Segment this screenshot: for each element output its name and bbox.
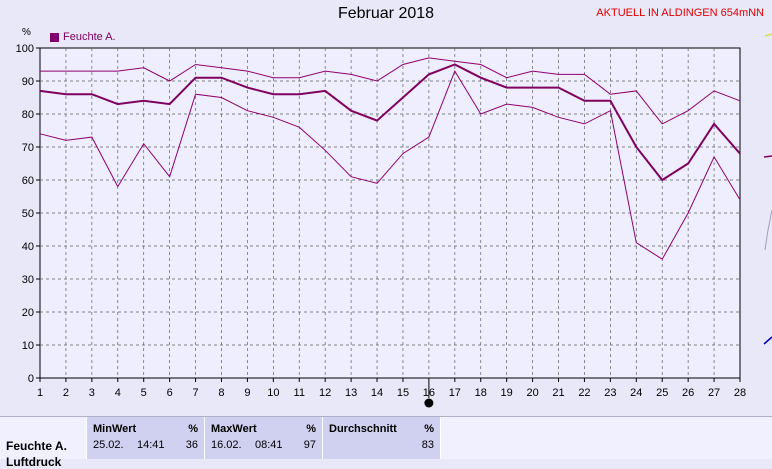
max-unit: % <box>306 423 316 435</box>
today-marker-dot <box>424 398 434 408</box>
stats-panel: Feuchte A. Luftdruck MinWert % 25.02. 14… <box>0 416 772 469</box>
y-tick-label: 60 <box>22 175 34 187</box>
y-tick-label: 70 <box>22 142 34 154</box>
x-tick-label: 19 <box>501 387 513 399</box>
x-tick-label: 17 <box>449 387 461 399</box>
x-tick-label: 14 <box>371 387 383 399</box>
neighbour-line-purple <box>763 155 772 158</box>
chart-title: Februar 2018 <box>337 5 435 22</box>
station-label: AKTUELL IN ALDINGEN 654mNN <box>596 7 764 19</box>
x-tick-label: 28 <box>734 387 746 399</box>
x-tick-label: 26 <box>682 387 694 399</box>
y-tick-label: 90 <box>22 76 34 88</box>
neighbour-line-yellow <box>764 33 772 37</box>
legend: Feuchte A. <box>50 31 116 43</box>
min-unit: % <box>188 423 198 435</box>
x-tick-label: 20 <box>526 387 538 399</box>
x-tick-label: 23 <box>604 387 616 399</box>
min-date: 25.02. <box>93 439 124 451</box>
y-tick-label: 40 <box>22 241 34 253</box>
x-tick-label: 10 <box>267 387 279 399</box>
x-tick-label: 9 <box>244 387 250 399</box>
x-tick-label: 27 <box>708 387 720 399</box>
min-header: MinWert <box>93 423 137 435</box>
x-tick-label: 5 <box>141 387 147 399</box>
y-tick-label: 50 <box>22 208 34 220</box>
x-tick-label: 24 <box>630 387 642 399</box>
x-tick-label: 8 <box>218 387 224 399</box>
x-tick-label: 12 <box>319 387 331 399</box>
x-tick-label: 25 <box>656 387 668 399</box>
series-line-max <box>40 57 741 125</box>
x-tick-label: 6 <box>167 387 173 399</box>
y-tick-label: 30 <box>22 274 34 286</box>
x-tick-label: 21 <box>552 387 564 399</box>
stats-row-label-2: Luftdruck <box>6 455 62 469</box>
y-tick-label: 0 <box>28 373 34 385</box>
x-tick-label: 11 <box>294 387 305 399</box>
neighbour-line-blue <box>763 336 772 345</box>
x-tick-label: 22 <box>578 387 590 399</box>
stats-row-label-cell: Feuchte A. Luftdruck <box>0 417 87 469</box>
legend-label: Feuchte A. <box>63 31 116 43</box>
min-time: 14:41 <box>137 439 165 451</box>
x-tick-label: 1 <box>37 387 43 399</box>
x-tick-label: 18 <box>475 387 487 399</box>
avg-value: 83 <box>421 439 434 451</box>
stats-row-label: Feuchte A. <box>6 439 67 453</box>
x-tick-label: 13 <box>345 387 357 399</box>
x-tick-label: 15 <box>397 387 409 399</box>
series-line-avg <box>39 63 741 182</box>
x-tick-label: 3 <box>89 387 95 399</box>
legend-swatch <box>50 32 59 42</box>
avg-unit: % <box>424 423 434 435</box>
x-tick-label: 2 <box>63 387 69 399</box>
avg-header: Durchschnitt <box>329 423 397 435</box>
max-header: MaxWert <box>211 423 257 435</box>
y-tick-label: 100 <box>16 43 34 55</box>
y-axis-unit: % <box>22 27 31 38</box>
min-value: 36 <box>185 439 198 451</box>
stats-max-cell: MaxWert % 16.02. 08:41 97 <box>205 417 323 459</box>
max-time: 08:41 <box>255 439 283 451</box>
stats-min-cell: MinWert % 25.02. 14:41 36 <box>87 417 205 459</box>
max-value: 97 <box>303 439 316 451</box>
x-tick-label: 4 <box>115 387 121 399</box>
y-tick-label: 20 <box>22 307 34 319</box>
neighbour-line-grey <box>764 209 772 251</box>
series-line-min <box>39 69 741 260</box>
stats-avg-cell: Durchschnitt % 83 <box>323 417 441 459</box>
y-tick-label: 10 <box>22 340 34 352</box>
y-tick-label: 80 <box>22 109 34 121</box>
max-date: 16.02. <box>211 439 242 451</box>
x-tick-label: 7 <box>192 387 198 399</box>
